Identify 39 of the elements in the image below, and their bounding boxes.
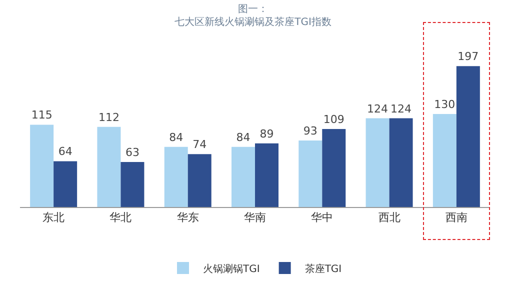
bar bbox=[255, 143, 278, 207]
bar bbox=[97, 126, 121, 207]
x-tick-label: 华东 bbox=[176, 211, 199, 224]
x-tick-label: 西北 bbox=[378, 211, 400, 224]
data-label: 89 bbox=[260, 127, 274, 140]
bar bbox=[456, 66, 480, 207]
data-label: 197 bbox=[458, 50, 479, 64]
data-label: 64 bbox=[58, 145, 72, 158]
bar bbox=[298, 140, 322, 207]
bar bbox=[164, 146, 188, 207]
bar bbox=[432, 114, 456, 207]
x-tick-label: 西南 bbox=[445, 211, 468, 224]
data-label: 84 bbox=[169, 130, 184, 144]
data-label: 130 bbox=[434, 98, 456, 112]
bar bbox=[120, 162, 144, 207]
bar bbox=[322, 129, 346, 207]
x-tick-label: 华南 bbox=[244, 211, 266, 224]
bar bbox=[232, 146, 255, 207]
x-tick-label: 东北 bbox=[42, 211, 65, 224]
data-label: 124 bbox=[390, 102, 412, 116]
data-label: 124 bbox=[367, 102, 388, 116]
bar bbox=[30, 124, 54, 207]
x-tick-label: 华中 bbox=[311, 211, 334, 224]
data-label: 115 bbox=[31, 108, 52, 122]
data-label: 93 bbox=[303, 124, 318, 138]
bar bbox=[54, 161, 78, 207]
data-label: 63 bbox=[125, 146, 140, 159]
chart-title: 图一： bbox=[238, 4, 268, 15]
legend-label: 茶座TGI bbox=[304, 262, 342, 275]
data-label: 112 bbox=[98, 110, 120, 124]
data-label: 74 bbox=[192, 138, 207, 152]
chart-subtitle: 七大区新线火锅涮锅及茶座TGI指数 bbox=[174, 16, 332, 28]
data-label: 109 bbox=[323, 113, 344, 126]
bar bbox=[389, 118, 413, 207]
x-tick-label: 华北 bbox=[110, 211, 132, 224]
bar bbox=[188, 154, 212, 207]
data-label: 84 bbox=[236, 130, 250, 144]
legend-label: 火锅涮锅TGI bbox=[203, 262, 260, 275]
bar bbox=[366, 118, 390, 207]
